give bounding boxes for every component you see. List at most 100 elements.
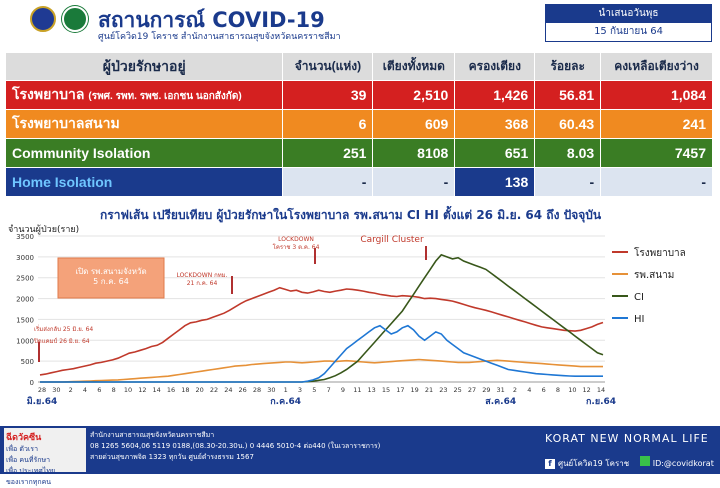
annotation-lockdown-bkk: 21 ก.ค. 64 bbox=[187, 280, 218, 287]
x-month-label: ก.ย.64 bbox=[586, 397, 616, 407]
x-tick-label: 21 bbox=[425, 386, 433, 394]
row-percent: 56.81 bbox=[534, 80, 602, 110]
x-tick-label: 6 bbox=[97, 386, 101, 394]
col-header-count: จำนวน(แห่ง) bbox=[282, 52, 374, 81]
date-box: นำเสนอวันพุธ 15 กันยายน 64 bbox=[545, 4, 712, 42]
x-tick-label: 14 bbox=[597, 386, 605, 394]
row-count: 6 bbox=[282, 109, 374, 139]
row-occupied: 651 bbox=[454, 138, 536, 168]
table-row-home-isolation: Home Isolation - - 138 - - bbox=[4, 167, 713, 197]
row-percent: 60.43 bbox=[534, 109, 602, 139]
y-tick-label: 0 bbox=[30, 379, 34, 387]
col-header-percent: ร้อยละ bbox=[534, 52, 602, 81]
y-tick-label: 2500 bbox=[16, 275, 34, 283]
annotation-field-hospital: เปิด รพ.สนามจังหวัด bbox=[75, 267, 146, 276]
table-row-community-isolation: Community Isolation 251 8108 651 8.03 74… bbox=[4, 138, 713, 168]
x-tick-label: 20 bbox=[196, 386, 204, 394]
line-icon bbox=[639, 456, 650, 466]
series-line-1 bbox=[39, 286, 604, 376]
y-tick-label: 1000 bbox=[16, 337, 34, 345]
row-percent: 8.03 bbox=[534, 138, 602, 168]
vaccine-box: ฉีดวัคซีน เพื่อ ตัวเรา เพื่อ คนที่รักษา … bbox=[4, 428, 86, 486]
x-tick-label: 16 bbox=[167, 386, 175, 394]
x-tick-label: 4 bbox=[527, 386, 531, 394]
x-tick-label: 7 bbox=[327, 386, 331, 394]
annotation-camp-closed: ปิดแคมป์ 26 มิ.ย. 64 bbox=[33, 337, 90, 345]
row-name: โรงพยาบาล bbox=[12, 86, 85, 102]
row-beds: 609 bbox=[372, 109, 456, 139]
x-month-label: ส.ค.64 bbox=[485, 397, 516, 407]
chart-y-axis-label: จำนวนผู้ป่วย(ราย) bbox=[8, 225, 80, 235]
col-header-beds: เตียงทั้งหมด bbox=[372, 52, 456, 81]
annotation-lockdown-korat: LOCKDOWN bbox=[278, 236, 314, 243]
x-tick-label: 26 bbox=[239, 386, 247, 394]
row-percent: - bbox=[534, 167, 602, 197]
footer: ฉีดวัคซีน เพื่อ ตัวเรา เพื่อ คนที่รักษา … bbox=[0, 426, 720, 486]
x-tick-label: 15 bbox=[382, 386, 390, 394]
vaccine-line: เพื่อ คนที่รักษา bbox=[6, 456, 51, 464]
row-name-cell: โรงพยาบาล (รพศ. รพท. รพช. เอกชน นอกสังกั… bbox=[4, 80, 284, 110]
x-tick-label: 12 bbox=[138, 386, 146, 394]
page-title: สถานการณ์ COVID-19 bbox=[98, 8, 325, 32]
x-tick-label: 22 bbox=[210, 386, 218, 394]
annotation-cargill-cluster: Cargill Cluster bbox=[360, 235, 424, 245]
y-tick-label: 1500 bbox=[16, 316, 34, 324]
x-tick-label: 18 bbox=[181, 386, 189, 394]
row-remaining: 1,084 bbox=[600, 80, 713, 110]
x-tick-label: 28 bbox=[253, 386, 261, 394]
x-tick-label: 17 bbox=[396, 386, 404, 394]
y-tick-label: 3000 bbox=[16, 254, 34, 262]
x-tick-label: 9 bbox=[341, 386, 345, 394]
legend-label: รพ.สนาม bbox=[634, 270, 674, 281]
series-line-2 bbox=[40, 358, 603, 383]
row-beds: 8108 bbox=[372, 138, 456, 168]
bed-summary-table: ผู้ป่วยรักษาอยู่ จำนวน(แห่ง) เตียงทั้งหม… bbox=[4, 52, 713, 197]
col-header-occupied: ครองเตียง bbox=[454, 52, 536, 81]
annotation-lockdown-bkk: LOCKDOWN กทม. bbox=[176, 272, 227, 279]
field-hospital-callout bbox=[57, 257, 165, 299]
x-tick-label: 6 bbox=[542, 386, 546, 394]
x-month-label: มิ.ย.64 bbox=[27, 396, 58, 407]
x-tick-label: 1 bbox=[284, 386, 288, 394]
x-tick-label: 12 bbox=[583, 386, 591, 394]
line-id-link[interactable]: ID:@covidkorat bbox=[652, 459, 714, 468]
col-header-patients: ผู้ป่วยรักษาอยู่ bbox=[4, 52, 284, 81]
x-tick-label: 2 bbox=[69, 386, 73, 394]
x-month-label: ก.ค.64 bbox=[270, 397, 301, 407]
row-occupied: 138 bbox=[454, 167, 536, 197]
x-tick-label: 8 bbox=[556, 386, 560, 394]
x-tick-label: 27 bbox=[468, 386, 476, 394]
table-row-hospital: โรงพยาบาล (รพศ. รพท. รพช. เอกชน นอกสังกั… bbox=[4, 80, 713, 110]
facebook-link[interactable]: ศูนย์โควิด19 โคราช bbox=[558, 459, 630, 468]
series-line-4 bbox=[40, 324, 603, 383]
provincial-seal-logo bbox=[30, 6, 56, 32]
x-tick-label: 10 bbox=[124, 386, 132, 394]
table-row-field-hospital: โรงพยาบาลสนาม 6 609 368 60.43 241 bbox=[4, 109, 713, 139]
row-remaining: 7457 bbox=[600, 138, 713, 168]
x-tick-label: 30 bbox=[52, 386, 60, 394]
table-header-row: ผู้ป่วยรักษาอยู่ จำนวน(แห่ง) เตียงทั้งหม… bbox=[4, 52, 713, 81]
health-ministry-logo bbox=[62, 6, 88, 32]
chart-title: กราฟเส้น เปรียบเทียบ ผู้ป่วยรักษาในโรงพย… bbox=[100, 208, 602, 222]
brand-slogan: KORAT NEW NORMAL LIFE bbox=[545, 432, 709, 445]
x-tick-label: 25 bbox=[454, 386, 462, 394]
row-name: โรงพยาบาลสนาม bbox=[4, 109, 284, 139]
date-label: นำเสนอวันพุธ bbox=[546, 5, 711, 23]
row-count: 251 bbox=[282, 138, 374, 168]
contact-line: สำนักงานสาธารณสุขจังหวัดนครราชสีมา bbox=[90, 431, 215, 439]
x-tick-label: 28 bbox=[38, 386, 46, 394]
x-tick-label: 8 bbox=[112, 386, 116, 394]
x-tick-label: 29 bbox=[482, 386, 490, 394]
contact-line: 08 1265 5604,06 5119 0188,(08.30-20.30น.… bbox=[90, 442, 381, 450]
facebook-icon: f bbox=[545, 459, 555, 469]
legend-label: CI bbox=[634, 292, 644, 303]
x-tick-label: 10 bbox=[568, 386, 576, 394]
legend-label: โรงพยาบาล bbox=[634, 246, 686, 259]
row-name: Home Isolation bbox=[4, 167, 284, 197]
x-tick-label: 11 bbox=[353, 386, 361, 394]
x-tick-label: 13 bbox=[368, 386, 376, 394]
row-name: Community Isolation bbox=[4, 138, 284, 168]
x-tick-label: 4 bbox=[83, 386, 87, 394]
header: สถานการณ์ COVID-19 ศูนย์โควิด19 โคราช สำ… bbox=[0, 0, 720, 46]
